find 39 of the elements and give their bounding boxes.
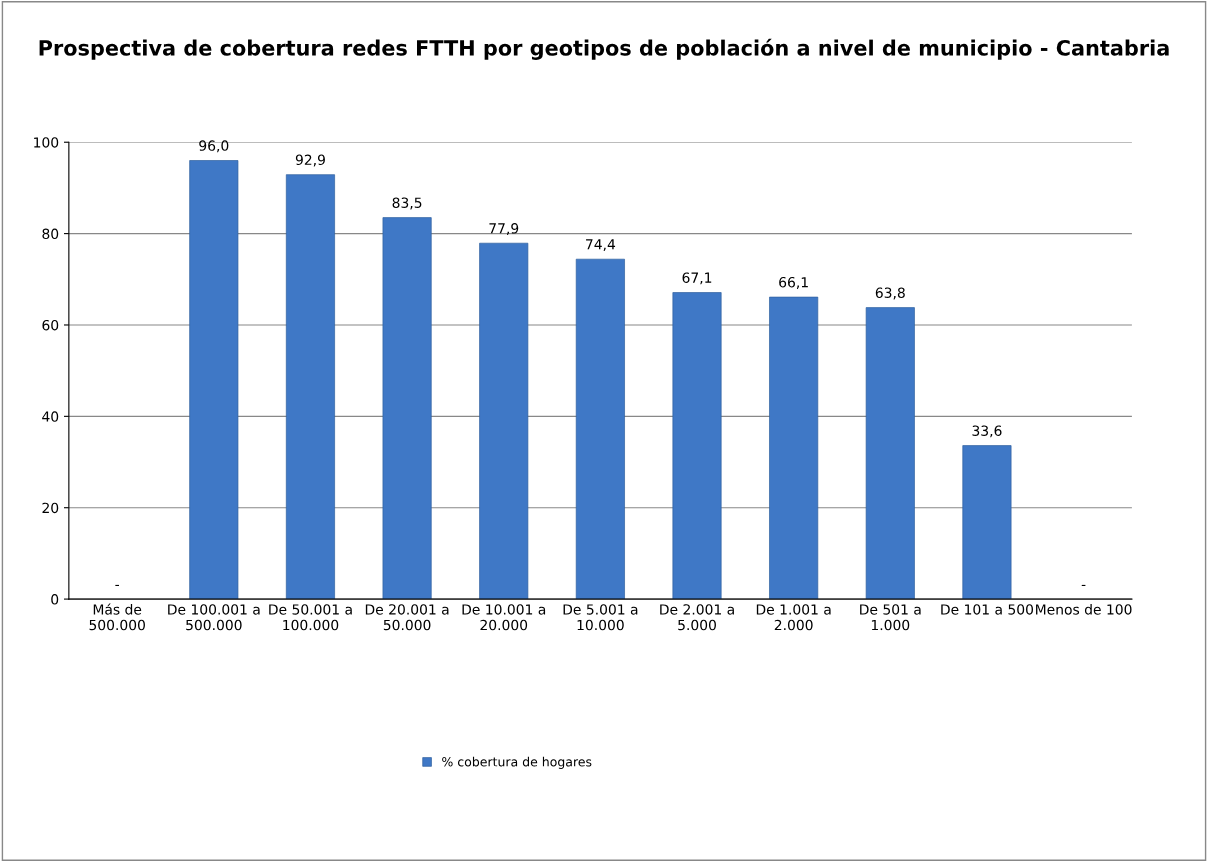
y-tick-label: 0: [51, 594, 59, 605]
x-tick-label: Más de 500.000: [89, 603, 145, 631]
x-tick-label: De 5.001 a 10.000: [563, 604, 638, 631]
bar: [865, 307, 915, 600]
bar: [672, 292, 722, 600]
x-tick-label: De 50.001 a 100.000: [269, 604, 352, 631]
bar: [962, 445, 1012, 600]
y-tick-label: 40: [42, 411, 59, 422]
bar: [285, 174, 335, 600]
bar: [769, 296, 819, 600]
data-label: 77,9: [489, 223, 519, 235]
chart-title: Prospectiva de cobertura redes FTTH por geotipos de población a nivel de municipio - Cantabria: [39, 38, 1169, 60]
data-label: 33,6: [972, 425, 1002, 438]
x-tick-label: De 10.001 a 20.000: [462, 604, 546, 631]
x-tick-label: De 20.001 a 50.000: [365, 604, 449, 631]
data-label: 83,5: [392, 197, 422, 210]
data-label: 67,1: [682, 272, 712, 285]
y-tick-label: 80: [42, 228, 59, 240]
bar: [575, 258, 625, 600]
bar: [382, 217, 432, 600]
x-tick-label: De 100.001 a 500.000: [168, 604, 260, 631]
legend-label: % cobertura de hogares: [442, 756, 592, 769]
text: -: [1081, 584, 1086, 587]
bar: [189, 160, 239, 600]
x-tick-label: De 101 a 500: [941, 604, 1034, 615]
text: -: [115, 584, 119, 587]
bar: [479, 242, 529, 600]
y-tick-label: 20: [42, 502, 59, 514]
x-tick-label: De 501 a 1.000: [860, 604, 921, 631]
x-tick-label: De 2.001 a 5.000: [660, 604, 734, 631]
data-label: 74,4: [586, 239, 616, 251]
x-tick-label: Menos de 100: [1036, 603, 1132, 615]
data-label: 96,0: [199, 140, 229, 153]
data-label: 66,1: [779, 276, 808, 289]
y-tick-label: 60: [42, 319, 59, 331]
data-label: 63,8: [875, 287, 905, 300]
data-label: 92,9: [295, 154, 325, 167]
x-tick-label: De 1.001 a 2.000: [756, 604, 831, 631]
y-tick-label: 100: [34, 137, 59, 148]
